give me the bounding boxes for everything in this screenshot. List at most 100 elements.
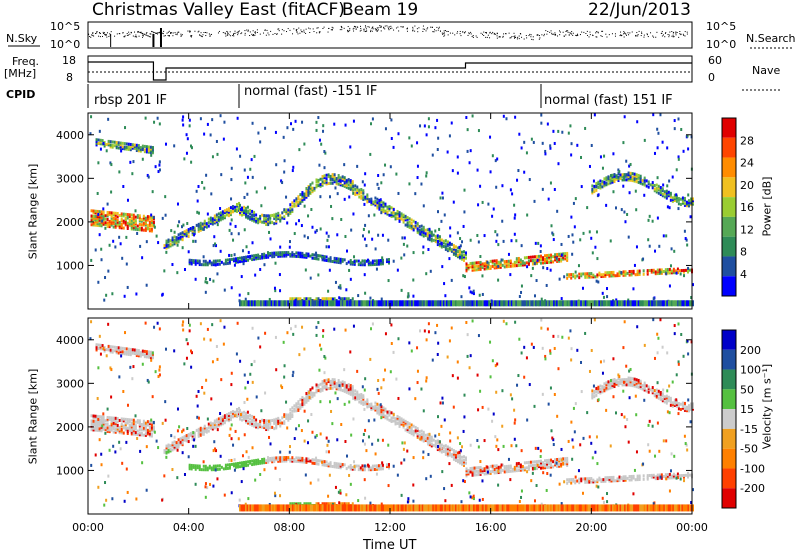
power-pixel xyxy=(307,188,310,192)
nsky-point xyxy=(244,34,246,36)
power-pixel xyxy=(126,225,129,229)
nsky-point xyxy=(664,36,666,38)
nsky-point xyxy=(433,31,435,33)
power-pixel xyxy=(354,184,357,188)
nsky-point xyxy=(514,35,516,37)
power-pixel xyxy=(120,219,123,223)
power-pixel xyxy=(169,242,172,246)
power-pixel xyxy=(358,192,361,196)
velocity-pixel xyxy=(137,352,140,356)
velocity-pixel xyxy=(215,425,218,429)
velocity-pixel xyxy=(452,456,455,460)
velocity-pixel xyxy=(661,392,664,396)
nsky-point xyxy=(168,35,170,37)
nsky-point xyxy=(532,39,534,41)
velocity-noise-pixel xyxy=(352,324,355,328)
power-pixel xyxy=(251,213,254,217)
power-pixel xyxy=(137,147,140,151)
power-noise-pixel xyxy=(540,113,543,117)
velocity-pixel xyxy=(100,417,103,421)
velocity-noise-pixel xyxy=(150,418,153,422)
power-noise-pixel xyxy=(567,131,570,135)
freq-panel xyxy=(87,55,693,83)
power-pixel xyxy=(131,143,134,147)
power-pixel xyxy=(660,271,663,275)
power-pixel xyxy=(598,271,601,275)
velocity-pixel xyxy=(366,403,369,407)
power-pixel xyxy=(450,248,453,252)
velocity-pixel xyxy=(311,393,314,397)
velocity-noise-pixel xyxy=(402,447,405,451)
velocity-pixel xyxy=(354,392,357,396)
velocity-pixel xyxy=(400,420,403,424)
nsky-point xyxy=(576,34,578,36)
velocity-pixel xyxy=(367,466,370,470)
velocity-pixel xyxy=(477,473,480,477)
velocity-pixel xyxy=(263,420,266,424)
power-pixel xyxy=(493,264,496,268)
velocity-noise-pixel xyxy=(557,334,560,338)
velocity-pixel xyxy=(533,463,536,467)
power-pixel xyxy=(452,251,455,255)
velocity-pixel xyxy=(458,459,461,463)
velocity-pixel xyxy=(142,421,145,425)
velocity-pixel xyxy=(358,393,361,397)
power-pixel xyxy=(149,147,152,151)
power-pixel xyxy=(679,197,682,201)
velocity-pixel xyxy=(556,457,559,461)
nsky-point xyxy=(99,33,101,35)
power-noise-pixel xyxy=(371,117,374,121)
nsky-point xyxy=(103,32,105,34)
power-pixel xyxy=(381,258,384,262)
velocity-pixel xyxy=(149,350,152,354)
velocity-pixel xyxy=(171,443,174,447)
velocity-pixel xyxy=(379,465,382,469)
velocity-pixel xyxy=(688,473,691,477)
power-pixel xyxy=(206,261,209,265)
power-pixel xyxy=(287,213,290,217)
power-noise-pixel xyxy=(126,285,129,289)
power-pixel xyxy=(148,220,151,224)
power-noise-pixel xyxy=(353,255,356,259)
power-pixel xyxy=(678,269,681,273)
velocity-pixel xyxy=(106,415,109,419)
velocity-noise-pixel xyxy=(416,381,419,385)
nave-label: Nave xyxy=(752,64,781,77)
power-pixel xyxy=(513,264,516,268)
nsky-point xyxy=(332,27,334,29)
velocity-pixel xyxy=(321,388,324,392)
power-pixel xyxy=(495,262,498,266)
velocity-pixel xyxy=(406,426,409,430)
power-pixel xyxy=(331,173,334,177)
power-pixel xyxy=(465,267,468,271)
power-pixel xyxy=(643,178,646,182)
nsky-point xyxy=(554,34,556,36)
velocity-pixel xyxy=(684,473,687,477)
power-pixel xyxy=(204,263,207,267)
velocity-noise-pixel xyxy=(209,482,212,486)
velocity-pixel xyxy=(537,465,540,469)
power-noise-pixel xyxy=(322,124,325,128)
power-noise-pixel xyxy=(528,178,531,182)
power-pixel xyxy=(619,176,622,180)
power-pixel xyxy=(203,221,206,225)
power-pixel xyxy=(398,214,401,218)
power-pixel xyxy=(253,254,256,258)
nsky-point xyxy=(189,31,191,33)
power-pixel xyxy=(539,254,542,258)
velocity-pixel xyxy=(213,426,216,430)
velocity-noise-pixel xyxy=(233,468,236,472)
velocity-pixel xyxy=(471,473,474,477)
nsky-point xyxy=(661,30,663,32)
velocity-pixel xyxy=(313,393,316,397)
velocity-pixel xyxy=(662,475,665,479)
velocity-pixel xyxy=(360,399,363,403)
velocity-pixel xyxy=(305,391,308,395)
velocity-pixel xyxy=(625,383,628,387)
power-pixel xyxy=(257,255,260,259)
velocity-pixel xyxy=(107,344,110,348)
power-pixel xyxy=(513,262,516,266)
power-pixel xyxy=(356,189,359,193)
nsky-point xyxy=(388,29,390,31)
velocity-pixel xyxy=(94,419,97,423)
